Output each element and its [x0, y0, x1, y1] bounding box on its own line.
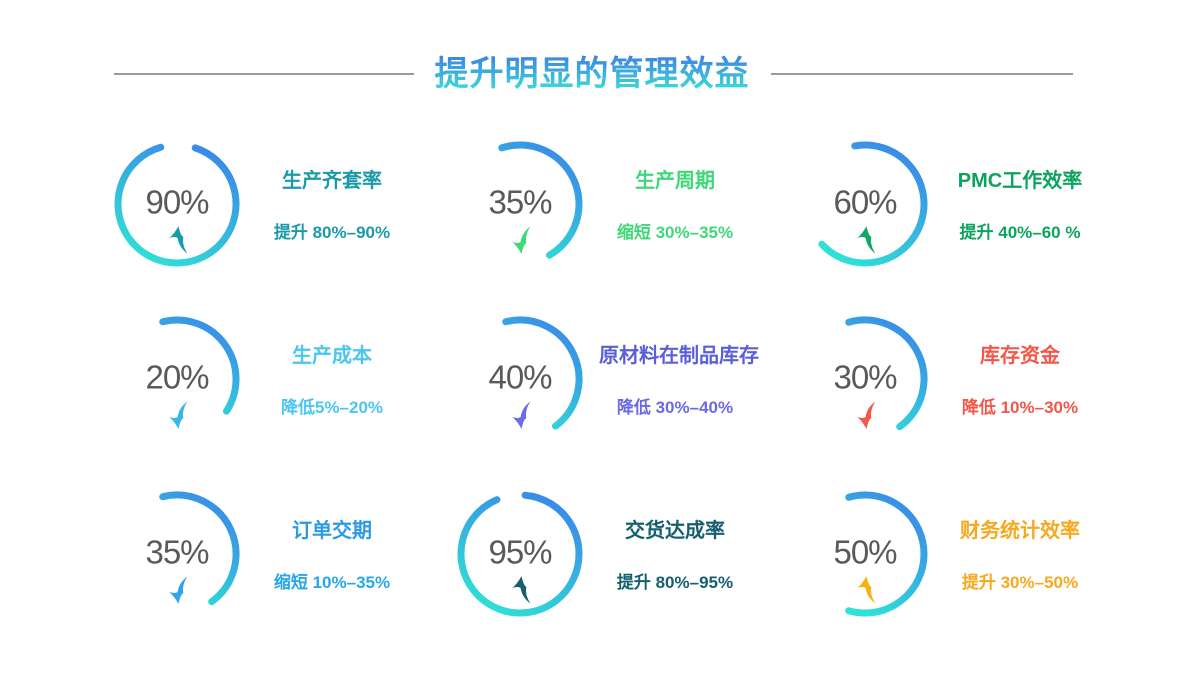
gauge-arc-icon — [498, 141, 583, 259]
trend-down-arrow-icon — [169, 575, 188, 604]
metric-desc: 提升 80%–90% — [273, 223, 391, 242]
metric-info: 库存资金 降低 10%–30% — [944, 339, 1096, 418]
gauge-arc-icon — [845, 491, 928, 616]
metric-card: 20% 生产成本 降低5%–20% — [112, 291, 455, 466]
gauge-value: 35% — [488, 182, 552, 220]
gauge: 35% — [112, 489, 242, 619]
metric-info: PMC工作效率 提升 40%–60 % — [944, 164, 1096, 243]
gauge-arc-icon — [457, 491, 583, 616]
metric-desc: 提升 40%–60 % — [959, 223, 1081, 242]
gauge: 90% — [112, 139, 242, 269]
gauge: 20% — [112, 314, 242, 444]
metric-grid: 90% 生产齐套率 提升 80%–90% 35% 生产周期 缩短 30%–35% — [112, 116, 1130, 641]
gauge: 50% — [800, 489, 930, 619]
metric-info: 生产周期 缩短 30%–35% — [599, 164, 751, 243]
metric-info: 生产成本 降低5%–20% — [256, 339, 408, 418]
metric-card: 30% 库存资金 降低 10%–30% — [800, 291, 1130, 466]
metric-label: 原材料在制品库存 — [599, 345, 759, 367]
metric-card: 60% PMC工作效率 提升 40%–60 % — [800, 116, 1130, 291]
metric-label: 库存资金 — [980, 345, 1060, 367]
title-row: 提升明显的管理效益 — [0, 54, 1186, 95]
metric-label: 生产成本 — [292, 345, 372, 367]
trend-down-arrow-icon — [512, 400, 531, 429]
metric-label: 交货达成率 — [625, 520, 725, 542]
gauge-arc-icon — [159, 316, 240, 415]
metric-card: 50% 财务统计效率 提升 30%–50% — [800, 466, 1130, 641]
gauge: 40% — [455, 314, 585, 444]
gauge-value: 95% — [488, 532, 552, 570]
trend-down-arrow-icon — [169, 400, 188, 429]
gauge-value: 35% — [145, 532, 209, 570]
metric-card: 40% 原材料在制品库存 降低 30%–40% — [455, 291, 800, 466]
title-divider-left — [113, 73, 414, 76]
metric-label: 生产周期 — [635, 170, 715, 192]
gauge-value: 90% — [145, 182, 209, 220]
metric-card: 90% 生产齐套率 提升 80%–90% — [112, 116, 455, 291]
metric-desc: 降低 30%–40% — [616, 398, 734, 417]
trend-up-arrow-icon — [857, 575, 876, 604]
metric-info: 订单交期 缩短 10%–35% — [256, 514, 408, 593]
metric-info: 财务统计效率 提升 30%–50% — [944, 514, 1096, 593]
trend-up-arrow-icon — [857, 225, 876, 254]
gauge-arc-icon — [114, 143, 240, 266]
metric-info: 生产齐套率 提升 80%–90% — [256, 164, 408, 243]
metric-label: 生产齐套率 — [282, 170, 382, 192]
gauge: 35% — [455, 139, 585, 269]
gauge: 95% — [455, 489, 585, 619]
metric-card: 35% 订单交期 缩短 10%–35% — [112, 466, 455, 641]
title-divider-right — [770, 73, 1073, 76]
metric-desc: 提升 80%–95% — [616, 573, 734, 592]
metric-label: PMC工作效率 — [957, 170, 1083, 192]
trend-down-arrow-icon — [512, 225, 531, 254]
gauge-arc-icon — [845, 316, 928, 430]
gauge: 30% — [800, 314, 930, 444]
gauge-value: 30% — [833, 357, 897, 395]
metric-card: 95% 交货达成率 提升 80%–95% — [455, 466, 800, 641]
metric-desc: 降低 10%–30% — [961, 398, 1079, 417]
gauge-value: 40% — [488, 357, 552, 395]
metric-info: 原材料在制品库存 降低 30%–40% — [599, 339, 759, 418]
trend-up-arrow-icon — [512, 575, 531, 604]
trend-down-arrow-icon — [857, 400, 876, 429]
metric-info: 交货达成率 提升 80%–95% — [599, 514, 751, 593]
gauge-value: 50% — [833, 532, 897, 570]
gauge-value: 60% — [833, 182, 897, 220]
metric-desc: 缩短 30%–35% — [616, 223, 734, 242]
gauge-arc-icon — [159, 491, 240, 605]
metric-desc: 降低5%–20% — [280, 398, 384, 417]
metric-desc: 缩短 10%–35% — [273, 573, 391, 592]
metric-label: 订单交期 — [292, 520, 372, 542]
trend-up-arrow-icon — [169, 225, 188, 254]
gauge: 60% — [800, 139, 930, 269]
metric-desc: 提升 30%–50% — [961, 573, 1079, 592]
gauge-value: 20% — [145, 357, 209, 395]
metric-card: 35% 生产周期 缩短 30%–35% — [455, 116, 800, 291]
gauge-arc-icon — [818, 141, 928, 266]
metric-label: 财务统计效率 — [960, 520, 1080, 542]
gauge-arc-icon — [502, 316, 583, 430]
page-title: 提升明显的管理效益 — [434, 55, 750, 93]
